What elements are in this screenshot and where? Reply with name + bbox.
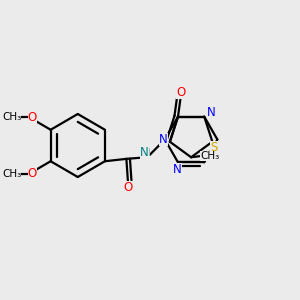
Text: O: O xyxy=(123,181,133,194)
Text: N: N xyxy=(159,133,168,146)
Text: CH₃: CH₃ xyxy=(2,169,22,178)
Text: O: O xyxy=(176,86,185,99)
Text: N: N xyxy=(207,106,216,118)
Text: CH₃: CH₃ xyxy=(200,151,220,161)
Text: O: O xyxy=(28,167,37,180)
Text: N: N xyxy=(140,146,149,159)
Text: H: H xyxy=(143,148,150,158)
Text: N: N xyxy=(173,164,182,176)
Text: CH₃: CH₃ xyxy=(2,112,22,122)
Text: O: O xyxy=(28,111,37,124)
Text: S: S xyxy=(210,141,218,154)
